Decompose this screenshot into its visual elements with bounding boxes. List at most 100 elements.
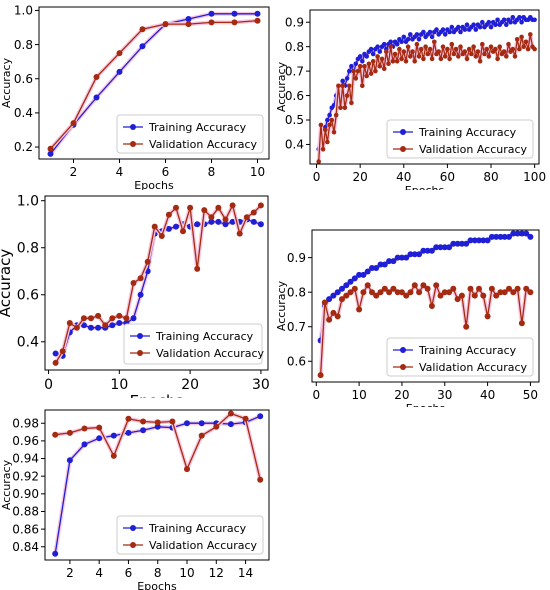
- chart-2-series-1-point: [447, 29, 452, 35]
- chart-2-series-2-point: [451, 51, 457, 57]
- chart-5-y-axis-label: Accuracy: [0, 459, 13, 510]
- chart-2-series-2-point: [458, 44, 463, 49]
- chart-5-series-2-point: [242, 415, 249, 422]
- chart-2-series-2-point: [397, 46, 402, 52]
- chart-2-series-2-point: [401, 49, 407, 54]
- chart-4-series-1-point: [381, 261, 388, 268]
- chart-5-series-2-point: [198, 432, 205, 439]
- chart-3-legend-label-1: Training Accuracy: [155, 330, 254, 343]
- chart-2-series-1-point: [449, 24, 455, 30]
- chart-3-x-tick-label: 0: [44, 377, 53, 393]
- chart-2-series-2-point: [379, 56, 385, 62]
- chart-2-series-2-point: [449, 41, 455, 47]
- chart-3-series-1-point: [257, 221, 264, 228]
- chart-4-series-1-point: [463, 240, 470, 247]
- chart-2-series-2-point: [405, 44, 411, 49]
- chart-2-series-2-point: [414, 41, 420, 47]
- chart-4-series-2-point: [518, 320, 525, 327]
- chart-2-series-1-point: [473, 27, 479, 32]
- chart-2-series-2-point: [344, 93, 350, 98]
- chart-4-series-1-point: [403, 254, 410, 261]
- chart-2-series-2-point: [390, 59, 396, 64]
- chart-2-series-2-point: [357, 63, 363, 69]
- chart-5-x-tick-label: 6: [125, 566, 133, 580]
- chart-4-x-axis-label: Epochs: [406, 402, 446, 407]
- chart-2-series-1-point: [471, 22, 476, 28]
- chart-2-series-2-point: [388, 44, 393, 49]
- chart-1-x-tick-label: 2: [70, 165, 78, 179]
- chart-5-x-tick-label: 10: [179, 566, 194, 580]
- chart-2-series-2-point: [323, 127, 328, 133]
- chart-4-series-2-point: [467, 285, 474, 292]
- chart-1-y-tick-label: 0.6: [14, 72, 33, 86]
- chart-5-series-1-point: [154, 423, 161, 430]
- chart-4-y-tick-label: 0.6: [287, 354, 306, 368]
- chart-2-series-2-point: [349, 100, 354, 106]
- chart-3-plot-frame: [44, 195, 269, 371]
- chart-2-series-2-point: [373, 68, 378, 74]
- chart-4-series-1-point: [394, 254, 401, 261]
- chart-1-series-1-line: [49, 13, 258, 155]
- chart-4-legend-marker-1: [400, 347, 406, 353]
- chart-3-series-1-point: [130, 315, 137, 322]
- chart-4-series-2-point: [514, 285, 521, 292]
- chart-3-series-1-point: [222, 221, 229, 228]
- chart-4-legend-marker-2: [400, 364, 406, 370]
- chart-2-series-1-point: [504, 22, 509, 28]
- chart-2-y-tick-label: 0.6: [285, 89, 304, 103]
- chart-2-series-2-point: [392, 51, 398, 57]
- chart-4-series-2-point: [458, 292, 465, 299]
- chart-2-series-1-point: [493, 22, 498, 28]
- chart-4-series-1-point: [424, 247, 431, 254]
- chart-4-series-2-point: [334, 313, 341, 320]
- chart-1-series-2-point: [185, 21, 192, 28]
- chart-5-series-1-point: [198, 420, 205, 427]
- chart-2-x-tick-label: 20: [353, 170, 368, 184]
- chart-3-series-1-point: [116, 320, 123, 326]
- chart-2-series-2-point: [506, 41, 511, 47]
- chart-2-series-2-point: [466, 46, 472, 52]
- chart-5-series-2-point: [140, 418, 147, 425]
- chart-5-series-1-point: [66, 457, 73, 464]
- chart-4-series-2-point: [330, 309, 337, 316]
- chart-4-series-1-point: [450, 240, 457, 247]
- chart-1-y-tick-label: 0.8: [14, 38, 33, 52]
- chart-2-series-2-point: [462, 49, 468, 54]
- chart-3-series-2-point: [173, 204, 179, 211]
- chart-4-series-2-point: [381, 285, 388, 292]
- chart-2-series-1-point: [488, 24, 494, 30]
- chart-3: 0 10 20 30 0.4 0.6 0.8 1.0 Epochs Accuracy Trainin…: [0, 194, 270, 398]
- chart-1-y-axis-label: Accuracy: [0, 57, 13, 108]
- chart-2-series-2-point: [351, 68, 356, 74]
- chart-2-series-2-point: [333, 112, 339, 118]
- chart-1-y-tick-label: 0.4: [14, 106, 33, 120]
- chart-3-series-1-point: [109, 322, 116, 329]
- chart-4-series-2-point: [394, 289, 401, 296]
- chart-5-y-tick-label: 0.92: [12, 469, 39, 483]
- chart-2-series-2-point: [493, 46, 498, 52]
- chart-4: 0 10 20 30 40 50 0.6 0.7 0.8 0.9 Epochs Accuracy Tra…: [275, 229, 540, 407]
- chart-4-series-1-point: [339, 285, 345, 292]
- chart-1-series-2-line: [50, 20, 258, 150]
- chart-4-series-2-point: [420, 282, 427, 289]
- chart-4-x-tick-label: 40: [480, 388, 495, 402]
- chart-4-series-1-point: [416, 251, 423, 258]
- chart-2-series-1-point: [340, 78, 345, 84]
- chart-5-series-2-point: [110, 452, 117, 459]
- chart-5-series-1-point: [140, 427, 147, 434]
- chart-2-series-2-point: [331, 129, 337, 135]
- chart-2-series-2-point: [512, 54, 518, 59]
- chart-2-series-2-point: [477, 59, 483, 64]
- chart-4-series-2-point: [377, 289, 384, 296]
- chart-2-series-2-point: [504, 54, 509, 59]
- chart-2-series-1-point: [416, 37, 422, 42]
- chart-2-legend-label-2: Validation Accuracy: [419, 143, 528, 156]
- chart-5-legend-marker-1: [130, 525, 136, 531]
- chart-2-series-2-point: [370, 59, 376, 64]
- chart-4-series-1-point: [523, 230, 530, 237]
- chart-4-series-1-point: [484, 237, 491, 244]
- chart-3-series-1-point: [208, 218, 215, 225]
- chart-2-series-1-point: [388, 39, 393, 45]
- chart-2-series-1-point: [414, 32, 420, 37]
- chart-1-legend-marker-2: [130, 141, 136, 147]
